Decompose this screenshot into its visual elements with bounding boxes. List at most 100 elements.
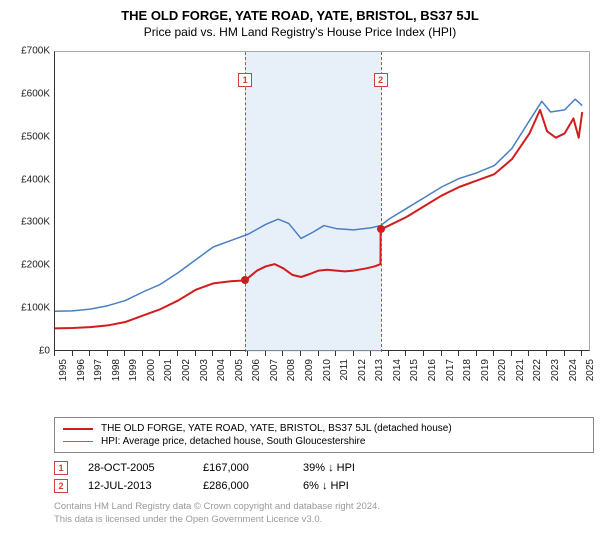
x-axis-label: 2023 [550,359,561,387]
x-tick [564,351,565,356]
x-tick [142,351,143,356]
event-row: 2 12-JUL-2013 £286,000 6% ↓ HPI [54,477,594,495]
event-vline [245,52,246,352]
x-tick [458,351,459,356]
footer: Contains HM Land Registry data © Crown c… [54,501,594,527]
x-axis-label: 2005 [234,359,245,387]
event-delta: 6% ↓ HPI [303,480,413,492]
chart-area: £0£100K£200K£300K£400K£500K£600K£700K 12… [10,45,590,417]
legend-row: HPI: Average price, detached house, Sout… [63,435,585,448]
x-axis-label: 2018 [462,359,473,387]
x-axis-label: 2012 [357,359,368,387]
x-axis-label: 2015 [409,359,420,387]
x-axis-label: 2009 [304,359,315,387]
page-title: THE OLD FORGE, YATE ROAD, YATE, BRISTOL,… [10,8,590,23]
chart-subtitle: Price paid vs. HM Land Registry's House … [10,25,590,39]
x-tick [318,351,319,356]
x-tick [89,351,90,356]
x-tick [124,351,125,356]
x-axis-label: 2001 [163,359,174,387]
sale-point [241,276,249,284]
x-tick [581,351,582,356]
x-tick [230,351,231,356]
x-axis-label: 1995 [58,359,69,387]
x-tick [476,351,477,356]
x-axis-label: 1996 [76,359,87,387]
x-tick [72,351,73,356]
sale-events: 1 28-OCT-2005 £167,000 39% ↓ HPI 2 12-JUL-201… [54,459,594,495]
legend-row: THE OLD FORGE, YATE ROAD, YATE, BRISTOL,… [63,422,585,435]
x-axis-label: 2021 [515,359,526,387]
event-marker-1: 1 [238,73,252,87]
footer-line-2: This data is licensed under the Open Gov… [54,514,594,527]
y-axis-label: £700K [10,46,50,57]
sale-point [377,225,385,233]
x-tick [195,351,196,356]
event-row: 1 28-OCT-2005 £167,000 39% ↓ HPI [54,459,594,477]
x-axis-label: 2019 [480,359,491,387]
x-tick [528,351,529,356]
x-axis-label: 2016 [427,359,438,387]
x-axis-label: 1998 [111,359,122,387]
x-tick [511,351,512,356]
x-axis-label: 2006 [251,359,262,387]
x-tick [423,351,424,356]
legend-label: HPI: Average price, detached house, Sout… [101,436,365,447]
x-tick [247,351,248,356]
x-tick [54,351,55,356]
x-tick [107,351,108,356]
x-tick [212,351,213,356]
x-axis-label: 2013 [374,359,385,387]
y-axis-label: £400K [10,174,50,185]
x-tick [388,351,389,356]
event-vline [381,52,382,352]
y-axis-label: £200K [10,260,50,271]
x-axis-label: 2008 [286,359,297,387]
x-axis-label: 2010 [322,359,333,387]
legend-swatch [63,428,93,430]
event-marker-2: 2 [374,73,388,87]
x-axis-label: 2002 [181,359,192,387]
x-axis-label: 2025 [585,359,596,387]
x-axis-label: 1997 [93,359,104,387]
legend: THE OLD FORGE, YATE ROAD, YATE, BRISTOL,… [54,417,594,453]
event-price: £286,000 [203,480,283,492]
x-tick [370,351,371,356]
legend-label: THE OLD FORGE, YATE ROAD, YATE, BRISTOL,… [101,423,452,434]
event-date: 28-OCT-2005 [88,462,183,474]
x-tick [546,351,547,356]
y-axis-label: £0 [10,346,50,357]
x-tick [282,351,283,356]
y-axis-label: £100K [10,303,50,314]
series-hpi [55,99,582,311]
x-tick [159,351,160,356]
x-axis-label: 2014 [392,359,403,387]
event-number: 2 [54,479,68,493]
event-date: 12-JUL-2013 [88,480,183,492]
x-axis-label: 2004 [216,359,227,387]
x-tick [265,351,266,356]
x-axis-label: 1999 [128,359,139,387]
x-axis-label: 2003 [199,359,210,387]
x-axis-label: 2020 [497,359,508,387]
x-tick [405,351,406,356]
x-axis-label: 2007 [269,359,280,387]
footer-line-1: Contains HM Land Registry data © Crown c… [54,501,594,514]
x-tick [441,351,442,356]
x-axis-label: 2024 [568,359,579,387]
x-tick [177,351,178,356]
event-price: £167,000 [203,462,283,474]
x-tick [353,351,354,356]
x-tick [335,351,336,356]
x-tick [493,351,494,356]
x-tick [300,351,301,356]
y-axis-label: £600K [10,88,50,99]
event-delta: 39% ↓ HPI [303,462,413,474]
y-axis-label: £300K [10,217,50,228]
plot-region: 12 [54,51,590,351]
y-axis-label: £500K [10,131,50,142]
legend-swatch [63,441,93,443]
x-axis-label: 2017 [445,359,456,387]
x-axis-label: 2011 [339,359,350,387]
event-number: 1 [54,461,68,475]
